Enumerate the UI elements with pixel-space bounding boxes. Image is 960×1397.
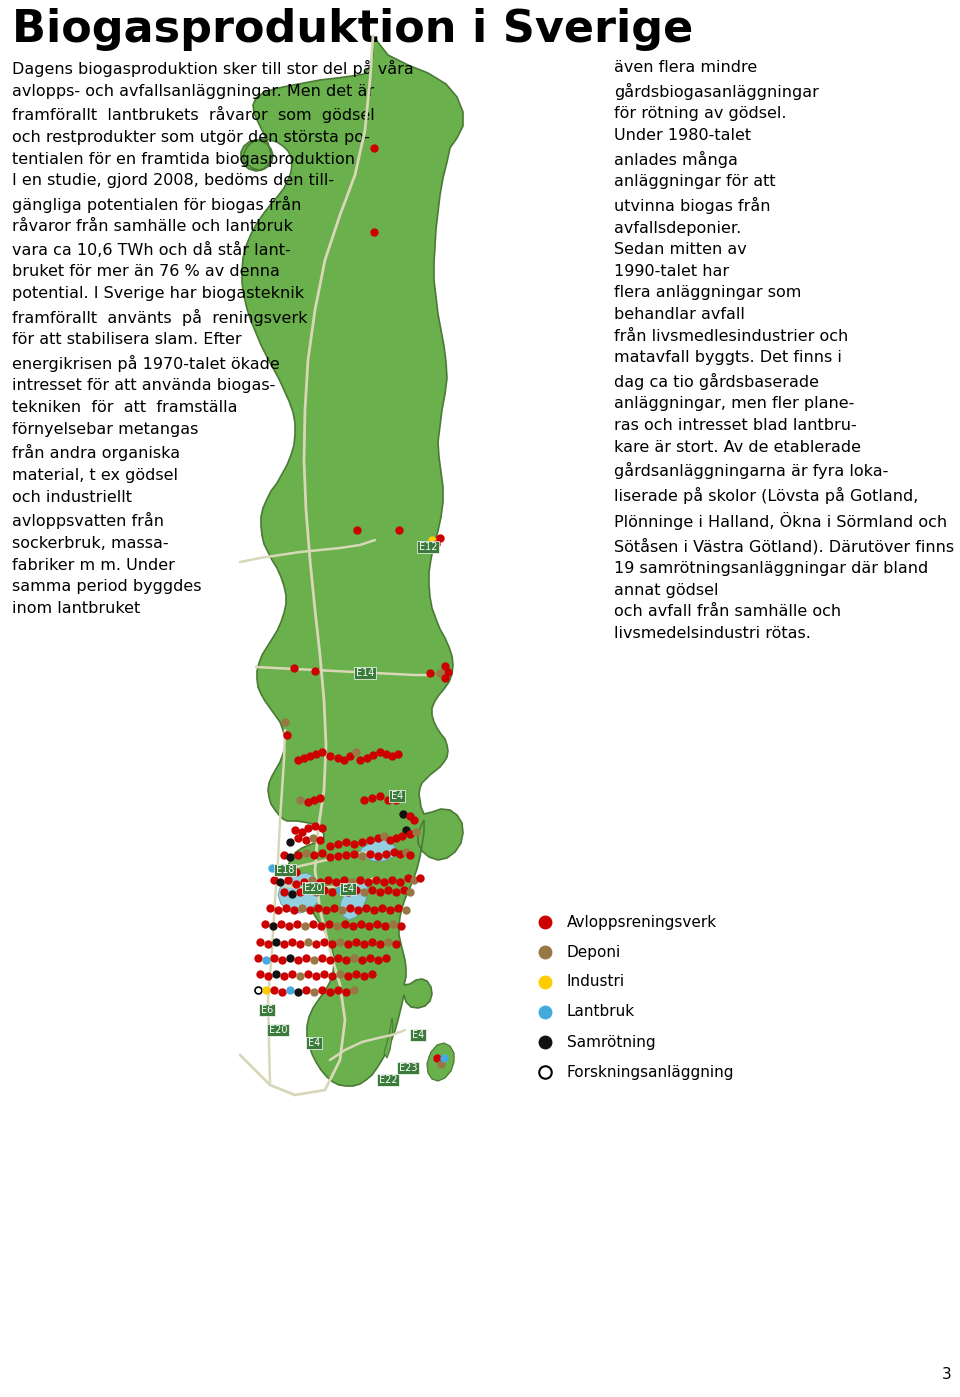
Text: Lantbruk: Lantbruk [567, 1004, 636, 1020]
Text: Avloppsreningsverk: Avloppsreningsverk [567, 915, 717, 929]
Text: Deponi: Deponi [567, 944, 621, 960]
Text: E20: E20 [269, 1025, 287, 1035]
Text: Biogasproduktion i Sverige: Biogasproduktion i Sverige [12, 8, 693, 52]
Text: E12: E12 [419, 542, 437, 552]
Polygon shape [278, 873, 322, 914]
Polygon shape [241, 36, 463, 1085]
Text: Forskningsanläggning: Forskningsanläggning [567, 1065, 734, 1080]
Polygon shape [340, 879, 368, 921]
Polygon shape [427, 1044, 454, 1081]
Polygon shape [384, 1018, 393, 1058]
Text: E4: E4 [391, 791, 403, 800]
Text: Samrötning: Samrötning [567, 1035, 656, 1049]
Text: E4: E4 [308, 1038, 320, 1048]
Text: 3: 3 [943, 1368, 952, 1382]
Text: E4: E4 [412, 1030, 424, 1039]
Text: Dagens biogasproduktion sker till stor del på våra
avlopps- och avfallsanläggnin: Dagens biogasproduktion sker till stor d… [12, 60, 414, 616]
Text: E20: E20 [303, 883, 323, 893]
Polygon shape [360, 840, 396, 861]
Text: även flera mindre
gårdsbiogasanläggningar
för rötning av gödsel.
Under 1980-tale: även flera mindre gårdsbiogasanläggninga… [614, 60, 954, 641]
Text: Industri: Industri [567, 975, 625, 989]
Text: E18: E18 [276, 865, 294, 875]
Text: E14: E14 [356, 668, 374, 678]
Text: E4: E4 [342, 884, 354, 894]
Text: E22: E22 [378, 1076, 397, 1085]
Text: E6: E6 [261, 1004, 274, 1016]
Text: E23: E23 [398, 1063, 418, 1073]
